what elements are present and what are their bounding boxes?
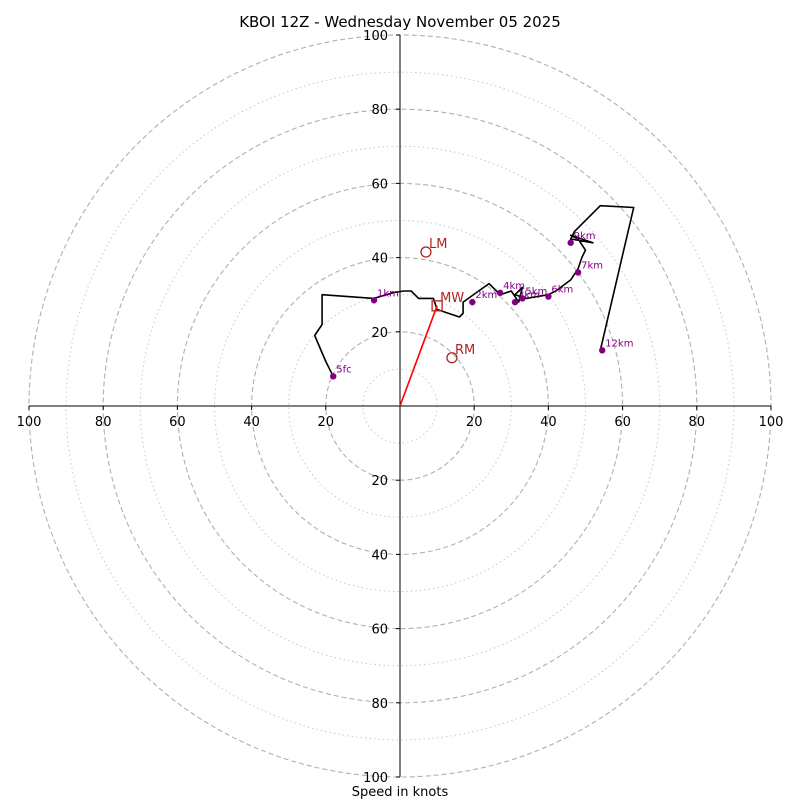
y-tick-label: 100: [363, 771, 388, 786]
height-marker-label: 5km: [525, 286, 547, 297]
height-marker-label: 12km: [605, 338, 633, 349]
height-marker-dot: [511, 298, 519, 306]
height-marker-label: 3km: [518, 290, 540, 301]
y-tick-label: 20: [371, 326, 388, 341]
height-marker-label: 1km: [377, 288, 399, 299]
x-tick-label: 100: [759, 415, 784, 430]
storm-motion-label: MW: [440, 291, 464, 306]
y-tick-label: 80: [371, 697, 388, 712]
height-marker-dot: [567, 239, 574, 246]
x-tick-label: 20: [466, 415, 483, 430]
x-tick-label: 100: [17, 415, 42, 430]
height-marker-dot: [469, 298, 476, 306]
height-marker-dot: [519, 295, 526, 302]
x-axis-label: Speed in knots: [352, 785, 449, 800]
height-marker-label: 4km: [503, 281, 525, 292]
hodograph-trace-group: [313, 204, 635, 407]
height-marker-label: 2km: [475, 290, 497, 301]
y-tick-label: 60: [371, 623, 388, 638]
x-tick-label: 20: [318, 415, 335, 430]
y-tick-label: 40: [371, 252, 388, 267]
x-tick-label: 80: [95, 415, 112, 430]
y-tick-label: 20: [371, 474, 388, 489]
height-marker-label: 6km: [551, 285, 573, 296]
x-tick-label: 60: [614, 415, 631, 430]
height-marker-label: 9km: [574, 231, 596, 242]
y-tick-label: 80: [371, 103, 388, 118]
height-marker-dot: [598, 347, 606, 354]
hodograph-trace: [313, 204, 635, 377]
height-marker-dot: [370, 297, 378, 304]
y-tick-label: 100: [363, 29, 388, 44]
axis-ticks: 100 80 60 40 20 20 40 60 80 100 100 80 60 40 20 20 40 60 8…: [17, 29, 784, 786]
height-marker-label: 5fc: [336, 364, 351, 375]
storm-motion-circle: [446, 352, 458, 364]
storm-motion-label: LM: [429, 237, 447, 252]
chart-title: KBOI 12Z - Wednesday November 05 2025: [239, 13, 561, 31]
storm-motion-square: [431, 300, 443, 312]
height-marker-dot: [574, 269, 582, 276]
shear-vector: [399, 305, 438, 407]
storm-motion-markers: LM MW RM: [420, 237, 475, 364]
storm-motion-circle: [420, 246, 432, 258]
y-tick-label: 40: [371, 548, 388, 563]
storm-motion-label: RM: [455, 343, 475, 358]
x-tick-label: 40: [540, 415, 557, 430]
height-marker-dot: [330, 373, 337, 380]
x-tick-label: 80: [689, 415, 706, 430]
height-marker-dot: [496, 289, 504, 297]
x-tick-label: 60: [169, 415, 186, 430]
y-tick-label: 60: [371, 177, 388, 192]
height-marker-label: 7km: [581, 260, 603, 271]
height-marker-dot: [545, 293, 552, 300]
x-tick-label: 40: [243, 415, 260, 430]
